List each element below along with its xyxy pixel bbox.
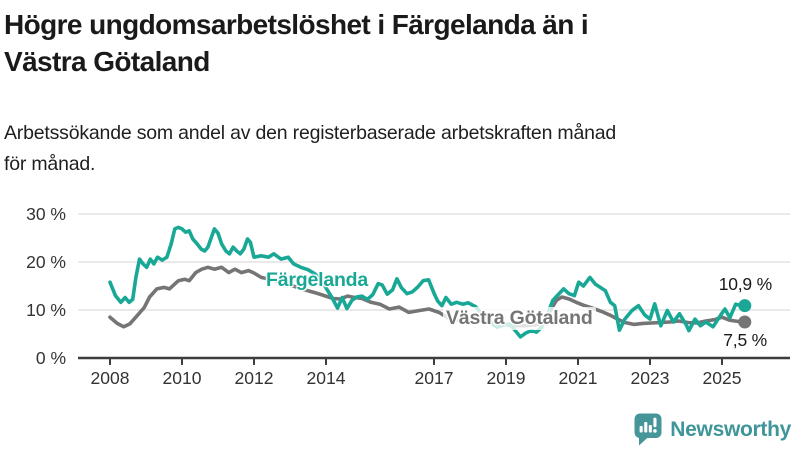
y-axis-label-0: 0 %: [36, 348, 66, 368]
x-axis-label-2023: 2023: [631, 368, 670, 388]
x-axis-label-2019: 2019: [487, 368, 526, 388]
end-value-label-vastra-gotaland: 7,5 %: [723, 330, 767, 350]
newsworthy-logo: Newsworthy: [634, 413, 791, 447]
x-axis-label-2025: 2025: [703, 368, 742, 388]
x-axis-label-2010: 2010: [163, 368, 202, 388]
page-title-line2: Västra Götaland: [4, 46, 210, 77]
end-value-label-fargelanda: 10,9 %: [718, 274, 772, 294]
newsworthy-logo-text: Newsworthy: [670, 418, 791, 441]
end-dot-v-stra-g-taland: [738, 315, 752, 329]
bar-chart-speech-bubble-icon: [634, 413, 662, 446]
x-axis-label-2014: 2014: [307, 368, 346, 388]
page-title-line1: Högre ungdomsarbetslöshet i Färgelanda ä…: [4, 9, 589, 40]
chart-subtitle-line1: Arbetssökande som andel av den registerb…: [4, 122, 617, 144]
page-title: Högre ungdomsarbetslöshet i Färgelanda ä…: [4, 6, 774, 80]
x-axis-label-2021: 2021: [559, 368, 598, 388]
y-axis-label-30: 30 %: [26, 204, 66, 224]
line-f-rgelanda: [108, 225, 744, 339]
y-axis-label-10: 10 %: [26, 300, 66, 320]
chart-subtitle-line2: för månad.: [4, 153, 96, 175]
chart-subtitle: Arbetssökande som andel av den registerb…: [4, 118, 794, 180]
x-axis-label-2008: 2008: [91, 368, 130, 388]
series-label-fargelanda: Färgelanda: [266, 269, 369, 291]
line-v-stra-g-taland: [108, 265, 744, 329]
y-axis-label-20: 20 %: [26, 252, 66, 272]
end-dot-f-rgelanda: [738, 299, 752, 313]
x-axis-label-2017: 2017: [415, 368, 454, 388]
series-label-vastra-gotaland: Västra Götaland: [443, 307, 596, 330]
x-axis-label-2012: 2012: [235, 368, 274, 388]
